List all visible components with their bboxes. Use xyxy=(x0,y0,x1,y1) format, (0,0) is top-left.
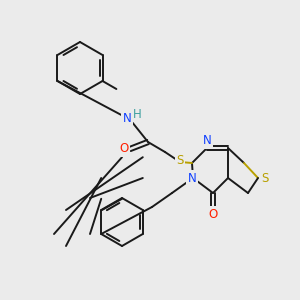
Text: O: O xyxy=(119,142,129,155)
Text: N: N xyxy=(123,112,131,124)
Text: H: H xyxy=(133,107,141,121)
Text: S: S xyxy=(176,154,184,167)
Text: N: N xyxy=(188,172,196,184)
Text: O: O xyxy=(208,208,217,220)
Text: S: S xyxy=(261,172,269,184)
Text: N: N xyxy=(202,134,211,148)
